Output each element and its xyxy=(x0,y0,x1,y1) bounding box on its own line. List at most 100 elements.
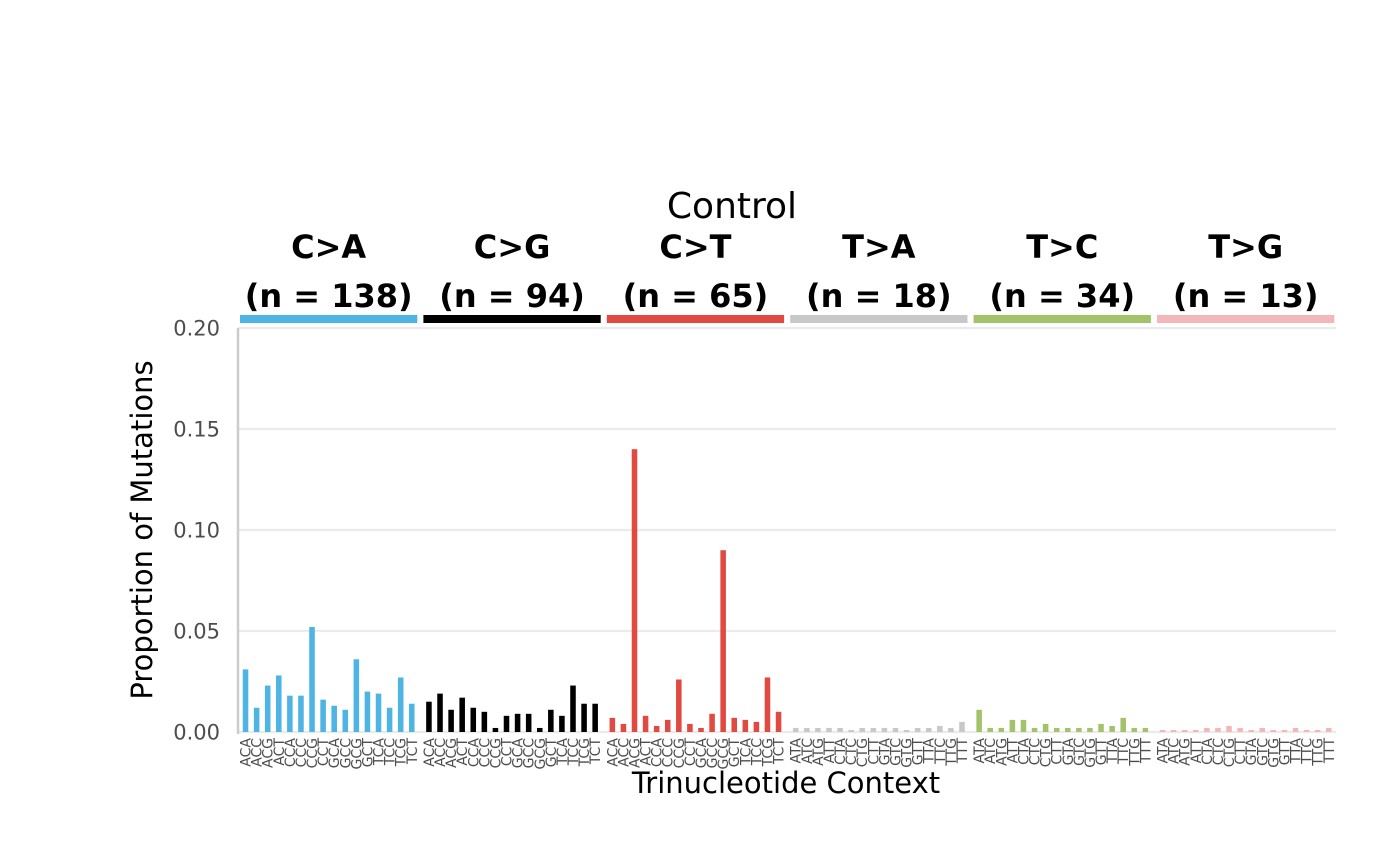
bar xyxy=(1281,729,1288,732)
context-tick-label: CCT xyxy=(500,738,516,767)
context-tick-label: ATG xyxy=(994,738,1010,766)
facet-color-bar xyxy=(606,315,785,323)
bar xyxy=(1031,727,1038,732)
facet-color-bar xyxy=(790,315,968,323)
context-tick-label: GCT xyxy=(360,738,376,768)
bar xyxy=(764,677,771,732)
bar xyxy=(459,697,465,732)
bar xyxy=(1248,729,1254,732)
bar xyxy=(1087,727,1093,732)
chart-title: Control xyxy=(667,186,797,227)
y-tick-label: 0.00 xyxy=(173,721,220,745)
bar xyxy=(397,677,404,732)
bar xyxy=(859,727,865,732)
bar xyxy=(426,701,432,732)
facet-label-mutation: C>G xyxy=(474,228,551,266)
bar xyxy=(653,725,660,732)
bar xyxy=(664,719,671,732)
context-tick-label: CTT xyxy=(1233,738,1249,765)
bar xyxy=(720,550,726,732)
bar xyxy=(1076,727,1082,732)
bar xyxy=(609,717,616,732)
context-tick-label: CCA xyxy=(283,738,299,768)
bar xyxy=(470,707,477,732)
bars xyxy=(242,449,1332,732)
bar xyxy=(1098,723,1104,732)
context-tick-label: CTC xyxy=(844,738,860,766)
context-tick-label: CTT xyxy=(1050,738,1066,765)
bar xyxy=(331,705,337,732)
bar xyxy=(287,695,293,732)
x-axis-title: Trinucleotide Context xyxy=(631,766,940,800)
context-tick-label: CCA xyxy=(650,738,666,768)
context-tick-label: ACA xyxy=(239,738,255,767)
bar xyxy=(298,695,304,732)
bar xyxy=(408,703,415,732)
context-tick-label: CTC xyxy=(1028,738,1044,766)
context-tick-label: CCC xyxy=(477,738,493,768)
context-tick-label: GTC xyxy=(1072,738,1088,766)
context-tick-label: ATC xyxy=(800,738,816,764)
context-tick-label: ACC xyxy=(616,738,632,767)
bar xyxy=(792,727,799,732)
facet-strips: C>A (n = 138) C>G (n = 94) C>T (n = 65) T>A (n … xyxy=(240,228,1335,323)
context-tick-label: CTG xyxy=(1222,738,1238,767)
bar xyxy=(1042,723,1049,732)
context-tick-label: ACT xyxy=(272,738,288,766)
y-tick-label: 0.20 xyxy=(173,317,220,341)
context-tick-label: ACT xyxy=(455,738,471,766)
bar xyxy=(592,703,598,732)
context-tick-label: TTG xyxy=(1311,738,1327,767)
context-tick-label: GTA xyxy=(1061,738,1077,766)
bar xyxy=(276,675,282,732)
context-tick-label: GTG xyxy=(900,738,916,768)
context-tick-label: CTG xyxy=(1039,738,1055,767)
y-tick-label: 0.15 xyxy=(173,418,220,442)
context-tick-label: TTG xyxy=(1127,738,1143,767)
bar xyxy=(753,721,760,732)
context-tick-label: ATT xyxy=(1189,738,1205,764)
context-tick-label: CCG xyxy=(488,738,504,768)
context-tick-label: TCG xyxy=(394,738,410,767)
bar xyxy=(492,727,499,732)
bar xyxy=(364,691,371,732)
bar xyxy=(1053,727,1060,732)
context-tick-label: TTT xyxy=(1138,738,1154,765)
context-tick-label: ATA xyxy=(1156,738,1172,764)
bar xyxy=(937,725,943,732)
facet-label-mutation: T>A xyxy=(842,228,916,266)
context-tick-label: CCC xyxy=(294,738,310,768)
bar xyxy=(742,719,749,732)
bar xyxy=(987,727,993,732)
bar xyxy=(1009,719,1016,732)
context-tick-label: CTT xyxy=(866,738,882,765)
bar xyxy=(1259,727,1266,732)
bar xyxy=(1292,727,1299,732)
bar xyxy=(353,659,360,732)
bar xyxy=(1193,729,1199,732)
context-tick-label: CTC xyxy=(1211,738,1227,766)
context-tick-label: ATT xyxy=(822,738,838,764)
context-tick-label: TCT xyxy=(588,738,604,766)
bar xyxy=(548,709,554,732)
bar xyxy=(1159,729,1166,732)
context-tick-label: ACA xyxy=(422,738,438,767)
context-tick-label: ATG xyxy=(811,738,827,766)
facet-label-mutation: C>T xyxy=(659,228,731,266)
context-tick-label: ATA xyxy=(972,738,988,764)
context-tick-label: TTC xyxy=(1300,738,1316,765)
context-tick-label: TCC xyxy=(566,738,582,767)
bar xyxy=(698,727,704,732)
bar xyxy=(1181,729,1188,732)
context-tick-label: CTA xyxy=(833,738,849,765)
context-tick-label: GTT xyxy=(1277,738,1293,766)
context-tick-label: TTA xyxy=(922,738,938,765)
context-tick-label: ATC xyxy=(983,738,999,764)
context-tick-label: ACT xyxy=(639,738,655,766)
bar xyxy=(687,723,693,732)
bar xyxy=(1215,727,1221,732)
context-tick-label: GTA xyxy=(877,738,893,766)
context-tick-label: GTG xyxy=(1083,738,1099,768)
facet-label-count: (n = 34) xyxy=(989,277,1135,315)
